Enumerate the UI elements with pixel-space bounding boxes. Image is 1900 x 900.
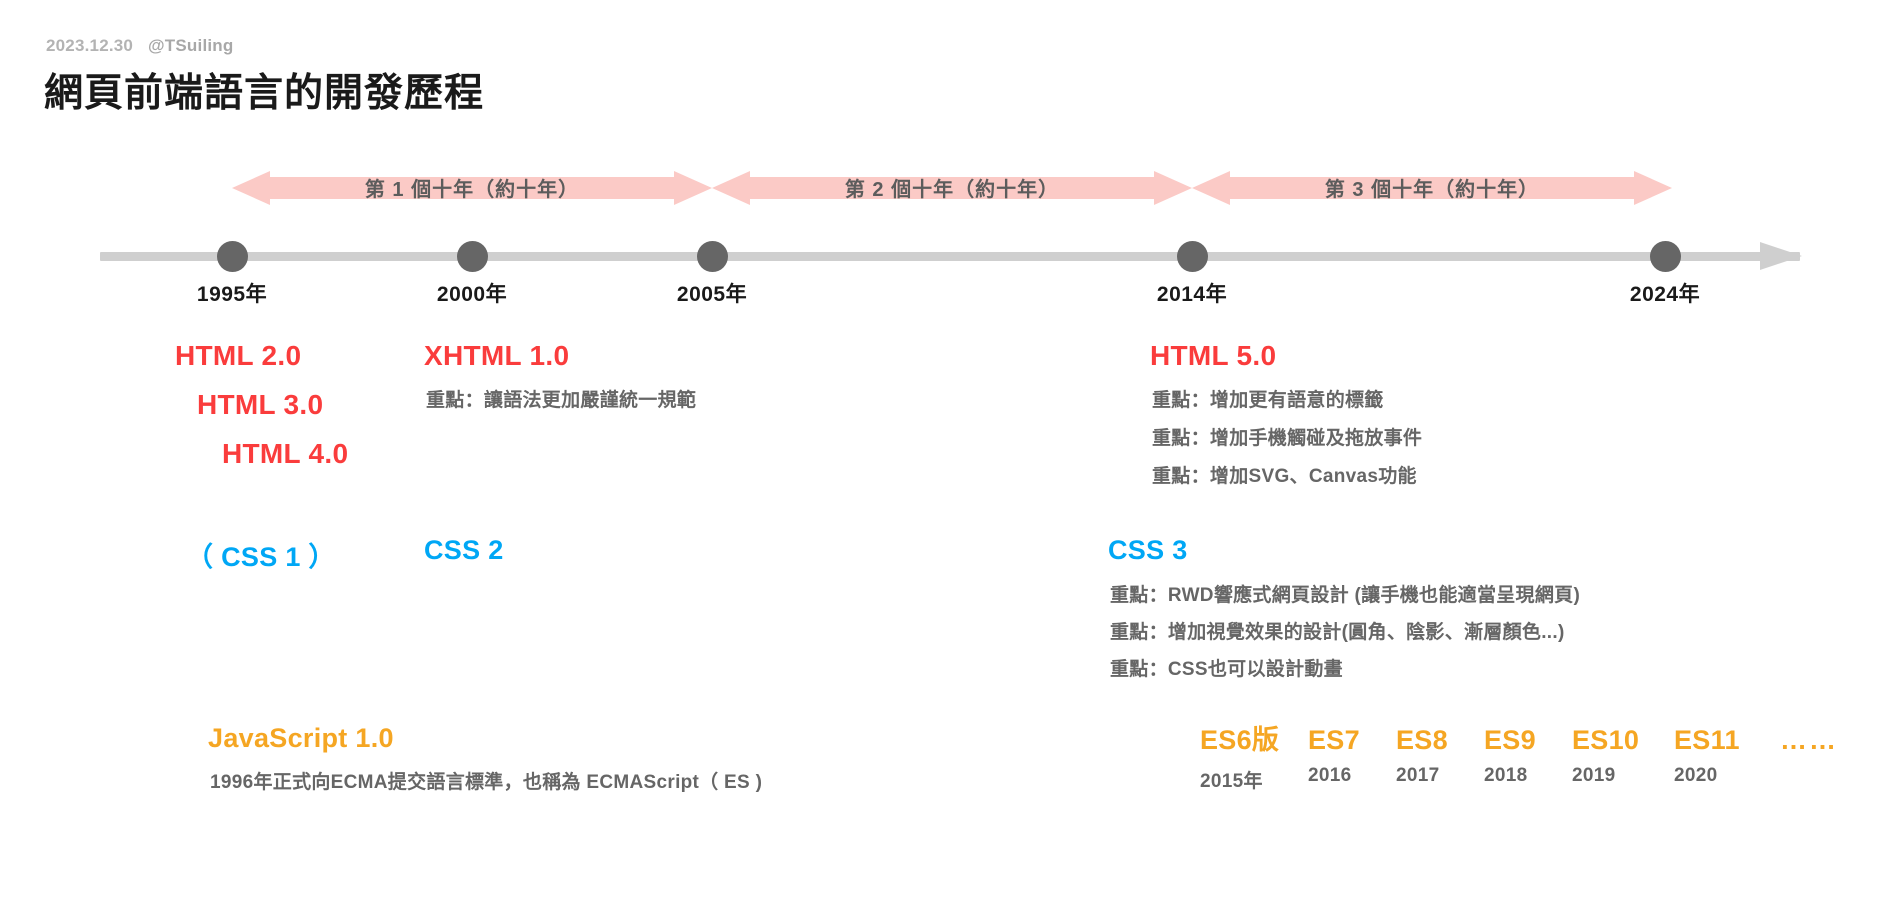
css1-label: （ CSS 1 ） [186, 542, 336, 572]
decade-arrow-label: 第 3 個十年（約十年） [1324, 178, 1540, 201]
timeline-dot [217, 241, 248, 272]
decade-arrow-shape [1192, 171, 1672, 205]
decade-arrow-1: 第 1 個十年（約十年） [232, 160, 712, 216]
es-version-item: ES10 2019 [1572, 725, 1674, 787]
es-version-name: ES8 [1396, 725, 1448, 755]
arrow-right-icon [1760, 242, 1802, 270]
css3-note: 重點：RWD響應式網頁設計 (讓手機也能適當呈現網頁) [1110, 585, 1581, 606]
css3-note: 重點：增加視覺效果的設計(圓角、陰影、漸層顏色...) [1110, 622, 1565, 643]
xhtml-version-label: XHTML 1.0 [424, 340, 570, 371]
page-title: 網頁前端語言的開發歷程 [44, 72, 485, 115]
es-version-year: 2019 [1572, 765, 1616, 786]
es-version-year: 2018 [1484, 765, 1528, 786]
ecmascript-versions: ES6版 2015年 ES7 2016 ES8 2017 ES9 2018 ES10 2019 ES… [1200, 718, 1838, 793]
xhtml-note: 重點：讓語法更加嚴謹統一規範 [426, 390, 697, 411]
es-version-name: ES9 [1484, 725, 1536, 755]
html-version-label: HTML 3.0 [197, 389, 324, 420]
html5-note: 重點：增加更有語意的標籤 [1152, 390, 1384, 411]
es-version-name: ES11 [1674, 725, 1740, 755]
es-version-item: ES9 2018 [1484, 725, 1572, 787]
es-version-item: ES7 2016 [1308, 725, 1396, 787]
publish-date: 2023.12.30 [46, 36, 134, 55]
es-version-year: 2020 [1674, 765, 1718, 786]
es-version-name: ES6版 [1200, 725, 1280, 755]
es-version-name: ES7 [1308, 725, 1360, 755]
timeline-year-label: 1995年 [196, 283, 268, 306]
decade-arrow-band: 第 1 個十年（約十年） 第 2 個十年（約十年） 第 3 個十年（約十年） [0, 160, 1900, 216]
timeline-axis-line [100, 252, 1800, 261]
es-version-year: 2015年 [1200, 771, 1263, 792]
header-meta: 2023.12.30 @TSuiling [46, 36, 233, 56]
timeline-dot [1177, 241, 1208, 272]
html5-note: 重點：增加SVG、Canvas功能 [1152, 466, 1417, 487]
html-version-label: HTML 2.0 [175, 340, 302, 371]
timeline-year-label: 2014年 [1156, 283, 1228, 306]
es-version-year: 2017 [1396, 765, 1440, 786]
timeline-year-label: 2005年 [676, 283, 748, 306]
css3-label: CSS 3 [1108, 535, 1188, 565]
es-version-item: ES6版 2015年 [1200, 718, 1308, 793]
decade-arrow-label: 第 1 個十年（約十年） [364, 178, 580, 201]
javascript-version-label: JavaScript 1.0 [208, 723, 394, 753]
html-version-label: HTML 4.0 [222, 438, 349, 469]
timeline-dot [457, 241, 488, 272]
timeline-year-label: 2000年 [436, 283, 508, 306]
html5-note: 重點：增加手機觸碰及拖放事件 [1152, 428, 1423, 449]
css3-note: 重點：CSS也可以設計動畫 [1110, 659, 1343, 680]
decade-arrow-2: 第 2 個十年（約十年） [712, 160, 1192, 216]
timeline-dot [1650, 241, 1681, 272]
author-handle: @TSuiling [148, 36, 234, 55]
decade-arrow-shape [712, 171, 1192, 205]
timeline-dot [697, 241, 728, 272]
decade-arrow-label: 第 2 個十年（約十年） [844, 178, 1060, 201]
es-version-item: ES11 2020 [1674, 725, 1780, 787]
decade-arrow-shape [232, 171, 712, 205]
javascript-note: 1996年正式向ECMA提交語言標準，也稱為 ECMAScript（ ES ) [210, 772, 763, 793]
es-version-name: ES10 [1572, 725, 1640, 755]
css2-label: CSS 2 [424, 535, 504, 565]
es-version-year: 2016 [1308, 765, 1352, 786]
es-version-item: ES8 2017 [1396, 725, 1484, 787]
decade-arrow-3: 第 3 個十年（約十年） [1192, 160, 1672, 216]
timeline-year-label: 2024年 [1629, 283, 1701, 306]
es-version-ellipsis: …… [1780, 725, 1838, 755]
html5-version-label: HTML 5.0 [1150, 340, 1277, 371]
